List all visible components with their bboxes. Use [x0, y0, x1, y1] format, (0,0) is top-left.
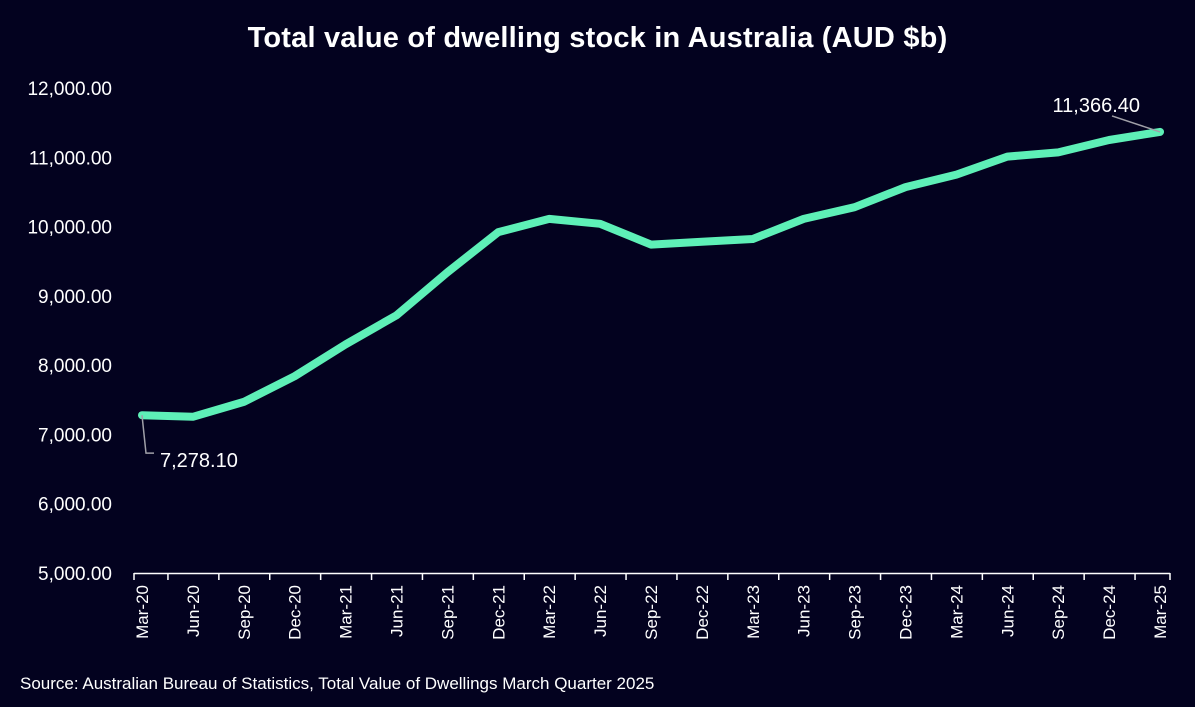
data-point — [343, 341, 349, 347]
data-point — [801, 216, 807, 222]
data-point — [953, 172, 959, 178]
data-point — [394, 312, 399, 318]
x-tick-label: Sep-23 — [846, 585, 865, 640]
data-point — [444, 269, 450, 275]
x-tick-label: Mar-21 — [337, 585, 356, 639]
x-tick-label: Dec-21 — [489, 585, 508, 640]
data-point — [292, 373, 298, 379]
x-tick-label: Dec-23 — [897, 585, 916, 640]
data-point — [1055, 149, 1061, 155]
data-point — [903, 184, 908, 190]
data-point — [1106, 137, 1112, 143]
data-point — [648, 242, 654, 248]
data-point — [699, 239, 705, 245]
y-tick-label: 12,000.00 — [27, 79, 112, 100]
data-point — [597, 221, 603, 227]
x-tick-label: Jun-22 — [591, 585, 610, 637]
annotations: 7,278.10 11,366.40 — [141, 95, 1161, 472]
x-tick-label: Mar-22 — [540, 585, 559, 639]
x-tick-label: Jun-23 — [795, 585, 814, 637]
x-tick-label: Jun-24 — [998, 585, 1017, 637]
y-tick-label: 9,000.00 — [38, 287, 112, 308]
x-axis — [133, 572, 1171, 580]
chart-title: Total value of dwelling stock in Austral… — [247, 22, 948, 54]
data-point — [852, 204, 858, 210]
data-point — [495, 229, 501, 235]
data-point — [546, 216, 552, 222]
y-axis-tick-labels: 5,000.00 6,000.00 7,000.00 8,000.00 9,000.00… — [27, 79, 112, 585]
data-point — [190, 414, 196, 420]
series-layer — [138, 127, 1164, 421]
x-axis-tick-labels: Mar-20 Jun-20 Sep-20 Dec-20 Mar-21 Jun-21 Sep-… — [133, 585, 1170, 640]
x-tick-label: Sep-24 — [1049, 585, 1068, 640]
x-tick-label: Mar-20 — [133, 585, 152, 639]
y-tick-label: 11,000.00 — [29, 148, 112, 169]
x-tick-label: Dec-20 — [286, 585, 305, 640]
x-tick-label: Sep-21 — [438, 585, 457, 640]
x-tick-label: Jun-21 — [388, 585, 407, 637]
x-tick-label: Dec-24 — [1100, 585, 1119, 640]
x-tick-label: Mar-24 — [947, 585, 966, 639]
annotation-leader — [141, 415, 154, 454]
y-tick-label: 8,000.00 — [38, 356, 112, 377]
x-tick-label: Sep-20 — [235, 585, 254, 640]
y-tick-label: 10,000.00 — [27, 218, 112, 239]
data-point — [241, 399, 247, 405]
y-tick-label: 5,000.00 — [38, 564, 112, 585]
x-tick-label: Sep-22 — [642, 585, 661, 640]
x-tick-label: Jun-20 — [184, 585, 203, 637]
source-note: Source: Australian Bureau of Statistics,… — [20, 674, 655, 693]
x-tick-label: Mar-25 — [1151, 585, 1170, 639]
annotation-leader — [1111, 115, 1161, 133]
annotation-label: 7,278.10 — [160, 450, 238, 472]
x-tick-label: Mar-23 — [744, 585, 763, 639]
y-tick-label: 7,000.00 — [38, 425, 112, 446]
data-point — [750, 236, 756, 242]
y-tick-label: 6,000.00 — [38, 495, 112, 516]
annotation-label: 11,366.40 — [1053, 95, 1141, 117]
x-tick-label: Dec-22 — [693, 585, 712, 640]
data-point — [1004, 154, 1010, 160]
